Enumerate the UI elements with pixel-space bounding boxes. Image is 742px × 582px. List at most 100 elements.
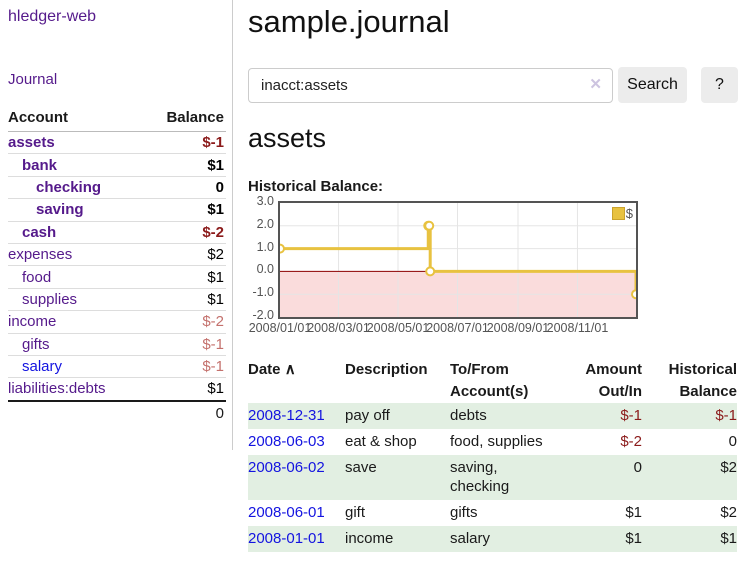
account-link-liabilities-debts[interactable]: liabilities:debts (8, 380, 106, 398)
account-link-supplies[interactable]: supplies (22, 290, 78, 308)
account-row: gifts $-1 (8, 334, 226, 356)
y-tick-label: 1.0 (256, 239, 274, 254)
y-tick-label: 2.0 (256, 216, 274, 231)
register-row: 2008-06-02 save saving, checking 0 $2 (248, 455, 737, 500)
transaction-description: gift (345, 504, 366, 521)
register-row: 2008-06-01 gift gifts $1 $2 (248, 500, 737, 526)
account-link-expenses[interactable]: expenses (8, 246, 73, 264)
header-date-label: Date (248, 361, 281, 378)
account-link-assets[interactable]: assets (8, 134, 55, 152)
clear-search-icon[interactable]: ✕ (589, 75, 602, 93)
account-balance: $1 (207, 268, 224, 286)
header-tofrom: To/From Account(s) (450, 359, 552, 403)
x-tick-label: 2008/03/01 (307, 321, 370, 335)
search-form: ✕ Search ? (248, 67, 742, 103)
accounts-col-balance: Balance (166, 109, 224, 126)
legend-label: $ (625, 206, 633, 221)
account-link-gifts[interactable]: gifts (22, 335, 50, 353)
page-title: sample.journal (248, 4, 450, 39)
transaction-amount: $1 (625, 530, 642, 547)
account-link-bank[interactable]: bank (22, 156, 58, 174)
account-balance: $2 (207, 246, 224, 264)
accounts-col-account: Account (8, 109, 68, 126)
transaction-description: save (345, 459, 377, 476)
header-amount-line1: Amount (585, 361, 642, 378)
y-tick-label: -1.0 (252, 285, 274, 300)
header-description-label: Description (345, 361, 428, 378)
header-balance: Historical Balance (642, 359, 737, 403)
header-description: Description (345, 359, 450, 403)
transaction-balance: $2 (720, 504, 737, 521)
data-point-marker (425, 266, 436, 277)
account-balance: $-1 (202, 335, 224, 353)
x-tick-label: 2008/11/01 (546, 321, 609, 335)
sort-ascending-icon: ∧ (284, 361, 296, 378)
x-tick-label: 2008/05/01 (366, 321, 430, 335)
header-tofrom-line2: Account(s) (450, 383, 529, 400)
account-balance: $1 (207, 201, 224, 219)
data-point-marker (631, 289, 636, 300)
header-date-sort[interactable]: Date ∧ (248, 359, 345, 403)
account-link-saving[interactable]: saving (36, 201, 84, 219)
header-amount: Amount Out/In (552, 359, 642, 403)
data-point-marker (280, 243, 285, 254)
account-balance: $-2 (202, 223, 224, 241)
account-link-income[interactable]: income (8, 313, 57, 331)
search-button[interactable]: Search (618, 67, 687, 103)
sidebar-item-journal[interactable]: Journal (8, 71, 58, 88)
account-row: cash $-2 (8, 222, 226, 244)
help-button[interactable]: ? (701, 67, 738, 103)
transaction-date-link[interactable]: 2008-06-03 (248, 433, 325, 450)
chart-x-axis: 2008/01/01 2008/03/01 2008/05/01 2008/07/01… (249, 321, 638, 339)
account-link-salary[interactable]: salary (22, 358, 63, 376)
header-amount-line2: Out/In (598, 383, 642, 400)
account-link-cash[interactable]: cash (22, 223, 57, 241)
transaction-balance: $2 (720, 459, 737, 476)
transaction-balance: $1 (720, 530, 737, 547)
account-balance: $1 (207, 380, 224, 398)
transaction-date-link[interactable]: 2008-06-02 (248, 459, 325, 476)
y-tick-label: -2.0 (252, 308, 274, 322)
transaction-amount: $1 (625, 504, 642, 521)
register-header-row: Date ∧ Description To/From Account(s) Am… (248, 359, 737, 403)
register-row: 2008-12-31 pay off debts $-1 $-1 (248, 403, 737, 429)
x-tick-label: 2008/09/01 (486, 321, 550, 335)
account-row: supplies $1 (8, 289, 226, 312)
transaction-amount: 0 (633, 459, 642, 476)
account-link-food[interactable]: food (22, 268, 52, 286)
account-row: food $1 (8, 266, 226, 289)
register-row: 2008-01-01 income salary $1 $1 (248, 526, 737, 552)
transaction-description: eat & shop (345, 433, 417, 450)
account-balance: $-1 (202, 134, 224, 152)
account-row: income $-2 (8, 311, 226, 334)
search-box: ✕ (248, 67, 613, 103)
transaction-description: pay off (345, 407, 390, 424)
account-row: expenses $2 (8, 244, 226, 267)
chart-plot-area: $ (278, 201, 638, 319)
x-tick-label: 2008/01/01 (248, 321, 312, 335)
account-balance: $1 (207, 156, 224, 174)
app-title-link[interactable]: hledger-web (8, 8, 97, 25)
account-row: salary $-1 (8, 356, 226, 379)
search-input[interactable] (248, 67, 613, 103)
account-link-checking[interactable]: checking (36, 178, 102, 196)
transaction-date-link[interactable]: 2008-06-01 (248, 504, 325, 521)
accounts-total-value: 0 (215, 404, 224, 422)
account-heading: assets (248, 123, 327, 153)
account-row: checking 0 (8, 177, 226, 200)
account-row: bank $1 (8, 154, 226, 177)
accounts-total-row: 0 (8, 399, 226, 422)
account-balance: $-2 (202, 313, 224, 331)
transaction-date-link[interactable]: 2008-12-31 (248, 407, 325, 424)
account-row: liabilities:debts $1 (8, 378, 226, 401)
account-row: saving $1 (8, 199, 226, 222)
transaction-date-link[interactable]: 2008-01-01 (248, 530, 325, 547)
transaction-balance: $-1 (715, 407, 737, 424)
transaction-balance: 0 (728, 433, 737, 450)
transaction-accounts: saving, checking (450, 459, 510, 495)
accounts-list: assets $-1 bank $1 checking 0 saving $1 cash $-2 e… (8, 132, 226, 401)
register-table: Date ∧ Description To/From Account(s) Am… (248, 359, 737, 552)
historical-balance-chart: 3.0 2.0 1.0 0.0 -1.0 -2.0 $ 2008/01/01 2008/03… (248, 194, 742, 341)
header-balance-line2: Balance (679, 383, 737, 400)
account-balance: $1 (207, 290, 224, 308)
